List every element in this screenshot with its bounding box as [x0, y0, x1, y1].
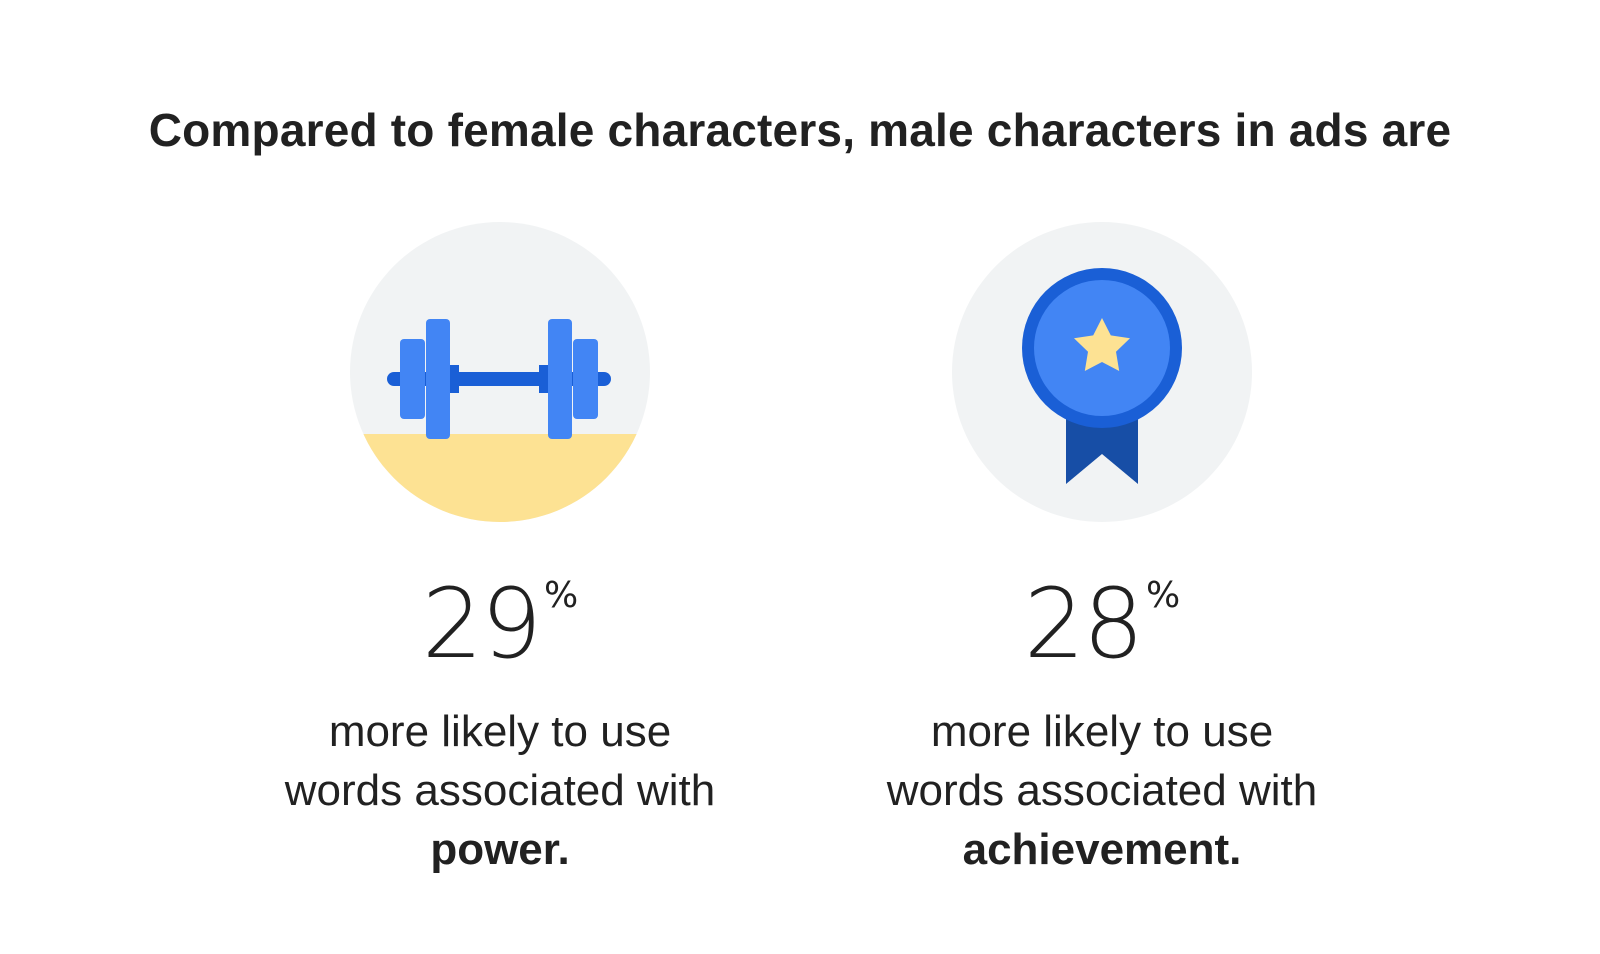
dumbbell-icon — [350, 222, 650, 522]
stat-value-achievement: 28% — [822, 574, 1382, 674]
stat-description: more likely to use words associated with… — [822, 702, 1382, 879]
stat-number: 29 — [421, 568, 542, 680]
stat-desc-line: more likely to use — [930, 707, 1274, 756]
stat-keyword: power. — [430, 825, 570, 874]
stat-desc-line: more likely to use — [328, 707, 672, 756]
stat-card-power: 29% more likely to use words associated … — [220, 222, 780, 879]
stat-desc-line: words associated with — [886, 766, 1318, 815]
award-ribbon-icon — [952, 222, 1252, 522]
stat-card-achievement: 28% more likely to use words associated … — [822, 222, 1382, 879]
stat-value-power: 29% — [220, 574, 780, 674]
headline: Compared to female characters, male char… — [148, 104, 1452, 156]
percent-sign: % — [543, 575, 579, 616]
stat-description: more likely to use words associated with… — [220, 702, 780, 879]
stat-keyword: achievement. — [962, 825, 1242, 874]
stat-desc-line: words associated with — [284, 766, 716, 815]
percent-sign: % — [1145, 575, 1181, 616]
stat-number: 28 — [1023, 568, 1144, 680]
